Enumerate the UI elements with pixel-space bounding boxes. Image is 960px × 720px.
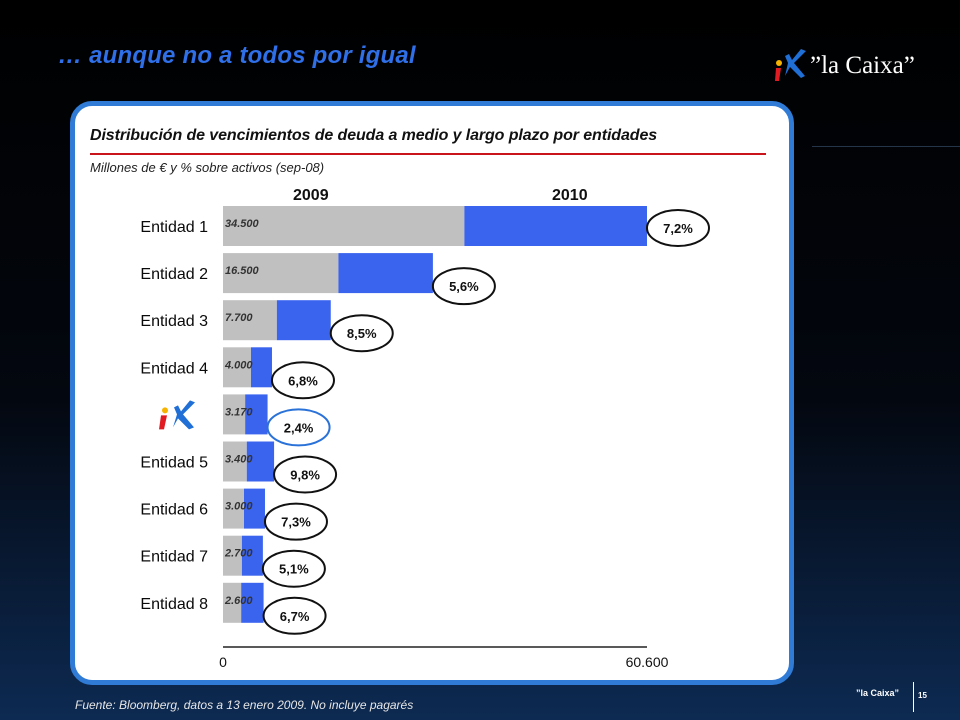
column-header-2010: 2010: [552, 187, 588, 204]
pct-label: 5,6%: [449, 279, 479, 294]
value-label: 3.400: [225, 454, 253, 466]
category-label: Entidad 6: [140, 502, 208, 519]
chart-title: Distribución de vencimientos de deuda a …: [90, 127, 658, 144]
category-label: Entidad 7: [140, 549, 208, 566]
footer-divider: [913, 682, 914, 712]
slide-title: … aunque no a todos por igual: [58, 42, 416, 69]
value-label: 2.700: [224, 548, 253, 560]
footer-source: Fuente: Bloomberg, datos a 13 enero 2009…: [75, 698, 414, 712]
pct-label: 9,8%: [290, 468, 320, 483]
page-number: 15: [918, 691, 927, 700]
value-label: 4.000: [224, 359, 253, 371]
bar-2010: [241, 582, 264, 623]
x-tick-label: 0: [219, 654, 227, 670]
category-label: Entidad 4: [140, 360, 208, 377]
pct-ellipse: [431, 267, 496, 306]
value-label: 34.500: [225, 218, 260, 230]
value-label: 3.000: [225, 501, 253, 513]
pct-ellipse: [262, 596, 327, 635]
bar-2010: [246, 441, 275, 482]
pct-ellipse: [261, 549, 326, 588]
bar-2009: [223, 347, 251, 388]
bar-2010: [276, 300, 331, 341]
la-caixa-wordmark: ”la Caixa”: [810, 52, 915, 79]
column-header-2009: 2009: [293, 187, 329, 204]
bar-2010: [241, 535, 263, 576]
header-rule: [812, 146, 960, 147]
bar-2009: [223, 300, 277, 341]
pct-ellipse: [329, 314, 394, 353]
bar-2009: [223, 488, 244, 529]
pct-ellipse: [263, 502, 328, 541]
la-caixa-star-icon: [159, 400, 195, 430]
x-tick-label: 60.600: [626, 654, 669, 670]
category-label: Entidad 8: [140, 596, 208, 613]
star-icon: [775, 49, 806, 81]
bar-2009: [223, 206, 465, 246]
bar-2010: [250, 347, 272, 388]
chart-panel: [70, 101, 794, 685]
pct-ellipse: [270, 361, 335, 400]
footer-brand: ”la Caixa”: [856, 688, 900, 698]
chart-subtitle: Millones de € y % sobre activos (sep-08): [90, 160, 325, 175]
pct-label: 6,8%: [288, 373, 318, 388]
value-label: 16.500: [225, 265, 260, 277]
bar-2010: [338, 253, 433, 294]
bar-2010: [245, 394, 268, 435]
value-label: 3.170: [225, 406, 253, 418]
bar-2009: [223, 253, 339, 294]
bar-2009: [223, 441, 247, 482]
category-label: Entidad 5: [140, 455, 208, 472]
bar-2009: [223, 394, 246, 435]
pct-label: 8,5%: [347, 326, 377, 341]
pct-ellipse: [646, 209, 710, 247]
pct-label: 5,1%: [279, 562, 309, 577]
title-underline: [90, 153, 766, 155]
pct-ellipse: [273, 455, 338, 494]
bar-2009: [223, 582, 242, 623]
bar-2010: [464, 206, 647, 246]
bar-2009: [223, 535, 242, 576]
pct-label: 2,4%: [284, 420, 314, 435]
pct-label: 7,3%: [281, 515, 311, 530]
bar-2010: [243, 488, 265, 529]
category-label: Entidad 1: [140, 219, 208, 236]
category-label: Entidad 3: [140, 313, 208, 330]
pct-ellipse: [266, 408, 331, 447]
pct-label: 6,7%: [280, 609, 310, 624]
pct-label: 7,2%: [663, 221, 693, 236]
la-caixa-logo: ”la Caixa”: [770, 48, 915, 84]
category-label: Entidad 2: [140, 266, 208, 283]
value-label: 2.600: [224, 595, 253, 607]
value-label: 7.700: [225, 312, 253, 324]
